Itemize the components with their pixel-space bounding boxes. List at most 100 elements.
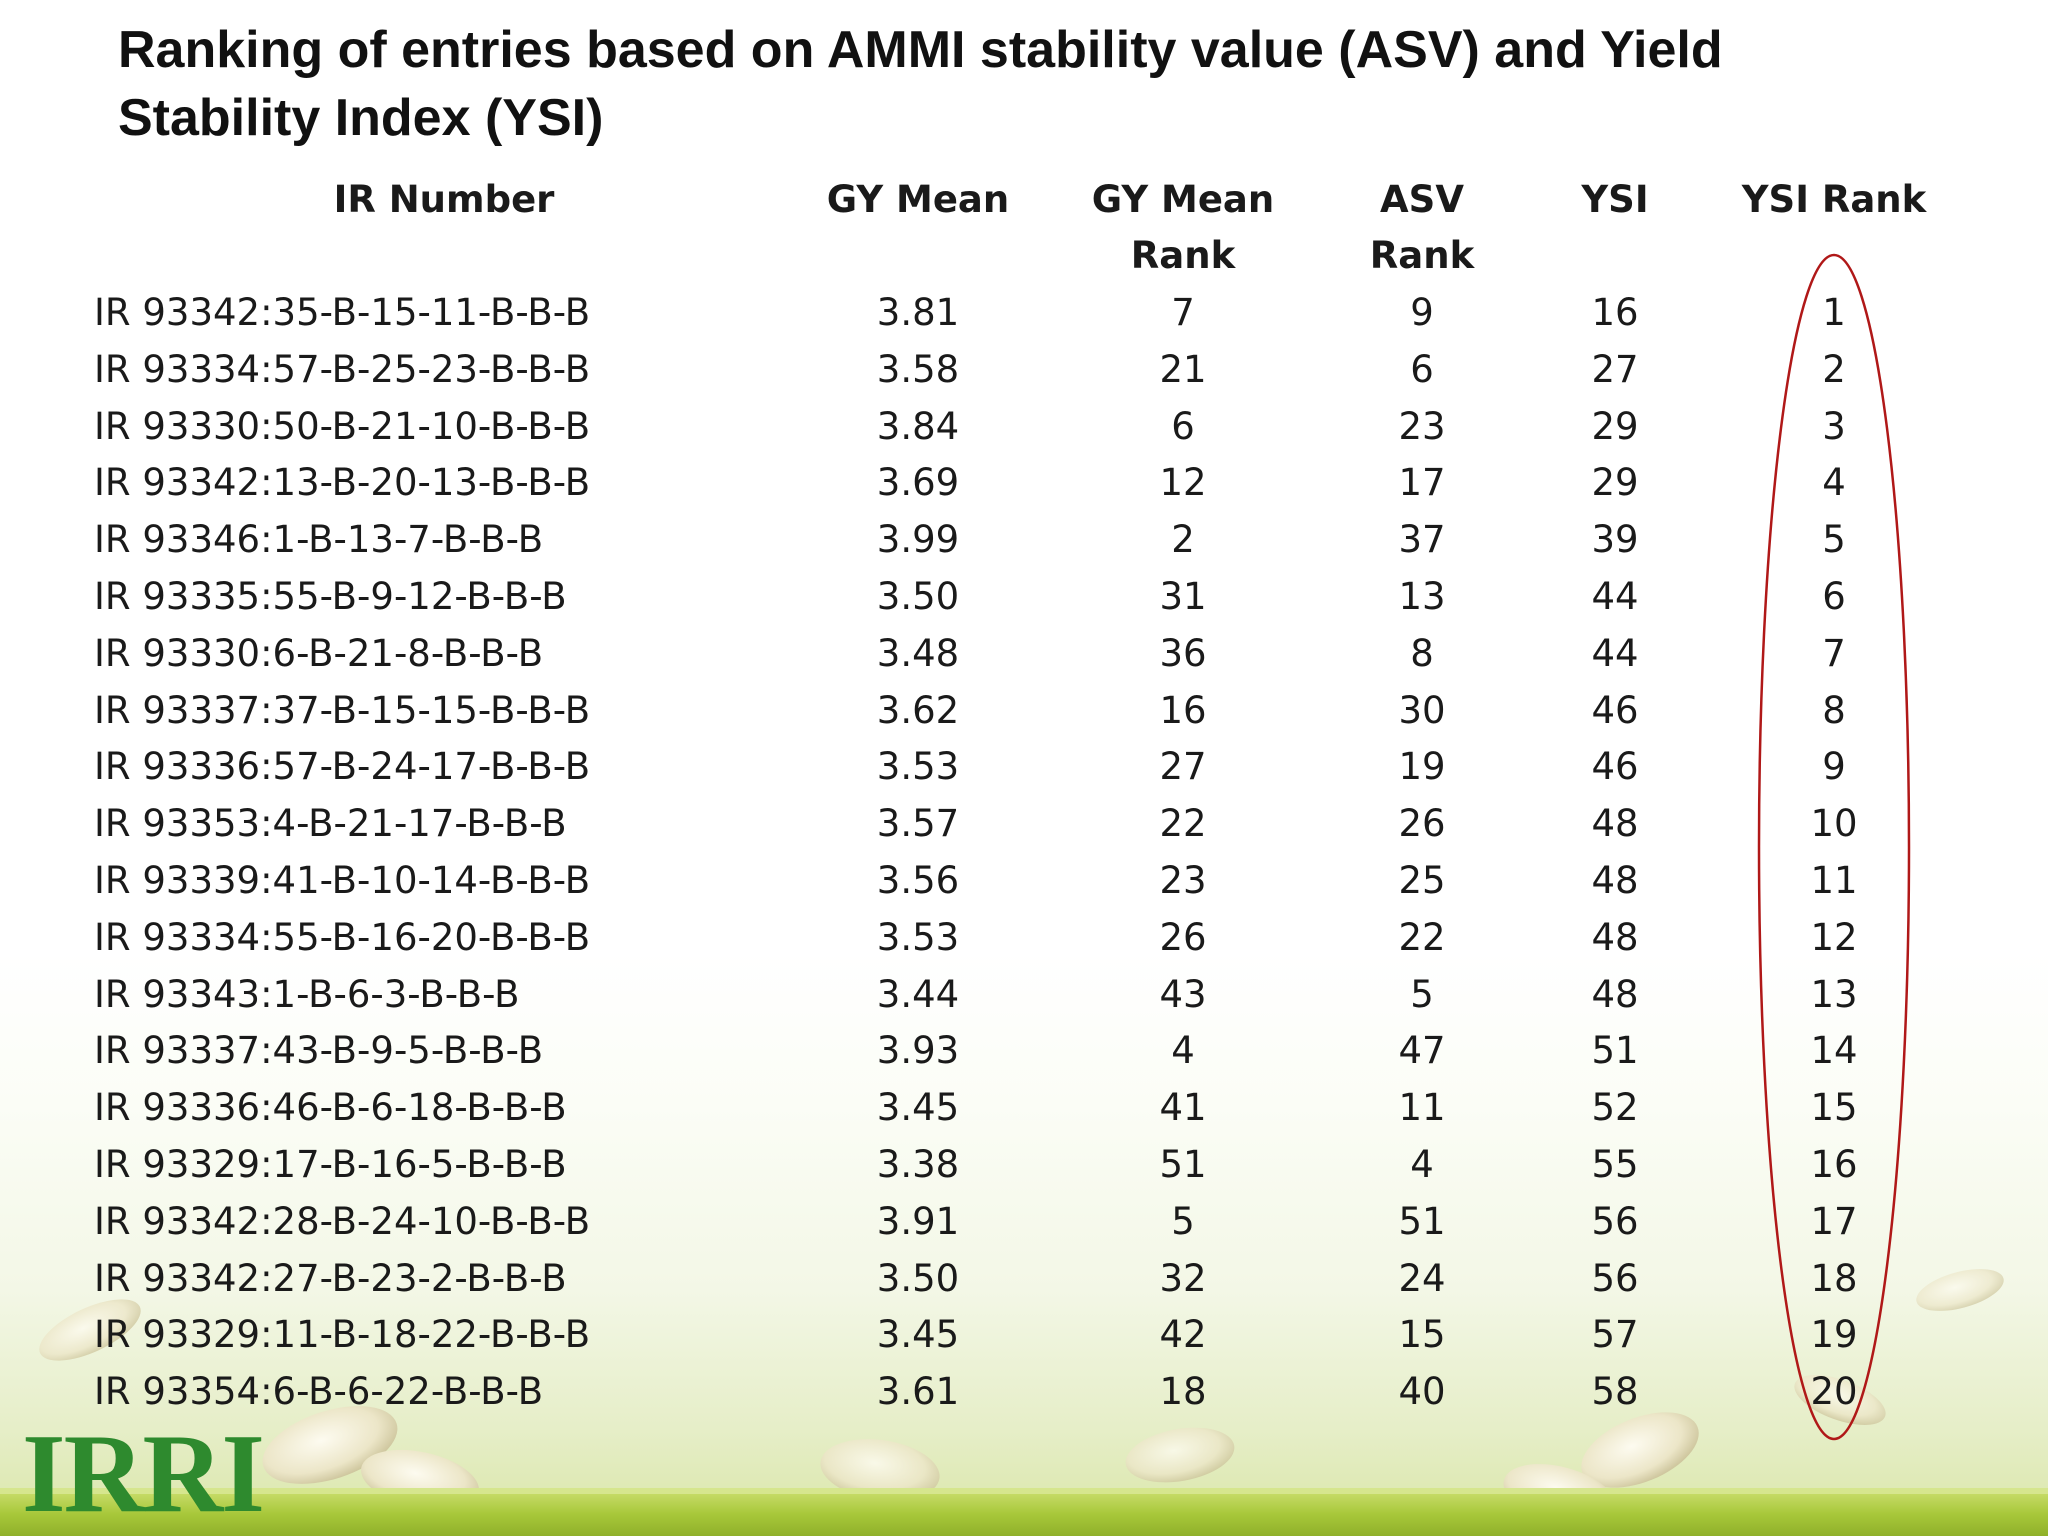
- gy-mean-cell: 3.44: [876, 972, 960, 1016]
- gy-mean-cell: 3.69: [876, 461, 960, 505]
- asv-rank-cell: 17: [1398, 461, 1446, 505]
- gy-mean-rank-cell: 4: [1171, 1029, 1195, 1073]
- gy-mean-cell: 3.91: [876, 1199, 960, 1243]
- gy-mean-rank-cell: 23: [1159, 859, 1207, 902]
- asv-rank-cell: 5: [1410, 972, 1434, 1016]
- asv-rank-cell: 8: [1410, 631, 1434, 675]
- gy-mean-rank-cell: 26: [1159, 915, 1207, 959]
- ysi-cell: 46: [1591, 745, 1639, 789]
- ysi-cell: 58: [1591, 1370, 1639, 1414]
- ir-number-cell: IR 93339:41-B-10-14-B-B-B: [94, 859, 591, 902]
- ysi-cell: 44: [1591, 631, 1639, 675]
- ir-number-cell: IR 93334:55-B-16-20-B-B-B: [94, 915, 591, 959]
- asv-rank-cell: 40: [1398, 1370, 1446, 1414]
- asv-rank-cell: 37: [1398, 518, 1446, 562]
- gy-mean-rank-cell: 21: [1159, 347, 1207, 391]
- gy-mean-rank-cell: 16: [1159, 688, 1207, 732]
- gy-mean-rank-cell: 32: [1159, 1256, 1207, 1300]
- header-ysi-rank: YSI Rank: [1741, 178, 1927, 221]
- gy-mean-rank-cell: 6: [1171, 404, 1195, 448]
- ir-number-cell: IR 93353:4-B-21-17-B-B-B: [94, 802, 567, 846]
- ysi-cell: 44: [1591, 575, 1639, 618]
- ir-number-cell: IR 93354:6-B-6-22-B-B-B: [94, 1370, 544, 1414]
- ir-number-cell: IR 93330:50-B-21-10-B-B-B: [94, 404, 591, 448]
- ysi-rank-cell: 19: [1810, 1313, 1858, 1357]
- asv-rank-cell: 25: [1398, 859, 1446, 902]
- gy-mean-rank-cell: 43: [1159, 972, 1207, 1016]
- table-row: IR 93339:41-B-10-14-B-B-B 3.56 23 25 48 11: [0, 853, 2048, 909]
- ir-number-cell: IR 93336:57-B-24-17-B-B-B: [94, 745, 591, 789]
- asv-rank-cell: 51: [1398, 1199, 1446, 1243]
- gy-mean-cell: 3.45: [876, 1313, 960, 1357]
- ir-number-cell: IR 93342:28-B-24-10-B-B-B: [94, 1199, 591, 1243]
- gy-mean-rank-cell: 18: [1159, 1370, 1207, 1414]
- table-row: IR 93354:6-B-6-22-B-B-B 3.61 18 40 58 20: [0, 1364, 2048, 1420]
- header-gy-mean: GY Mean: [826, 178, 1010, 221]
- table-row: IR 93334:55-B-16-20-B-B-B 3.53 26 22 48 12: [0, 910, 2048, 966]
- table-row: IR 93336:46-B-6-18-B-B-B 3.45 41 11 52 15: [0, 1080, 2048, 1136]
- table-row: IR 93342:13-B-20-13-B-B-B 3.69 12 17 29 4: [0, 455, 2048, 511]
- gy-mean-rank-cell: 36: [1159, 631, 1207, 675]
- ysi-cell: 48: [1591, 915, 1639, 959]
- gy-mean-rank-cell: 2: [1171, 518, 1195, 562]
- gy-mean-rank-cell: 51: [1159, 1143, 1207, 1186]
- ysi-cell: 48: [1591, 972, 1639, 1016]
- table-row: IR 93342:28-B-24-10-B-B-B 3.91 5 51 56 17: [0, 1194, 2048, 1250]
- gy-mean-rank-cell: 42: [1159, 1313, 1207, 1357]
- ir-number-cell: IR 93346:1-B-13-7-B-B-B: [94, 518, 544, 562]
- ir-number-cell: IR 93337:37-B-15-15-B-B-B: [94, 688, 591, 732]
- table-row: IR 93330:50-B-21-10-B-B-B 3.84 6 23 29 3: [0, 399, 2048, 455]
- gy-mean-cell: 3.53: [876, 915, 960, 959]
- table-row: IR 93337:43-B-9-5-B-B-B 3.93 4 47 51 14: [0, 1023, 2048, 1079]
- ysi-cell: 56: [1591, 1199, 1639, 1243]
- ysi-cell: 52: [1591, 1086, 1639, 1130]
- asv-rank-cell: 6: [1410, 347, 1434, 391]
- table-row: IR 93353:4-B-21-17-B-B-B 3.57 22 26 48 10: [0, 796, 2048, 852]
- asv-rank-cell: 26: [1398, 802, 1446, 846]
- ir-number-cell: IR 93336:46-B-6-18-B-B-B: [94, 1086, 567, 1130]
- ysi-rank-cell: 16: [1810, 1143, 1858, 1186]
- asv-rank-cell: 22: [1398, 915, 1446, 959]
- gy-mean-cell: 3.50: [876, 575, 960, 618]
- table-row: IR 93329:17-B-16-5-B-B-B 3.38 51 4 55 16: [0, 1137, 2048, 1193]
- asv-rank-cell: 24: [1398, 1256, 1446, 1300]
- asv-rank-cell: 9: [1410, 291, 1434, 334]
- ysi-rank-cell: 3: [1822, 404, 1846, 448]
- gy-mean-cell: 3.84: [876, 404, 960, 448]
- gy-mean-rank-cell: 31: [1159, 575, 1207, 618]
- ysi-rank-cell: 10: [1810, 802, 1858, 846]
- ysi-rank-cell: 2: [1822, 347, 1846, 391]
- ysi-cell: 27: [1591, 347, 1639, 391]
- ysi-rank-cell: 6: [1822, 575, 1846, 618]
- gy-mean-cell: 3.62: [876, 688, 960, 732]
- gy-mean-cell: 3.53: [876, 745, 960, 789]
- ysi-cell: 39: [1591, 518, 1639, 562]
- gy-mean-rank-cell: 41: [1159, 1086, 1207, 1130]
- asv-rank-cell: 30: [1398, 688, 1446, 732]
- table-row: IR 93330:6-B-21-8-B-B-B 3.48 36 8 44 7: [0, 626, 2048, 682]
- asv-rank-cell: 11: [1398, 1086, 1446, 1130]
- asv-rank-cell: 23: [1398, 404, 1446, 448]
- ysi-rank-cell: 1: [1822, 291, 1846, 334]
- ir-number-cell: IR 93337:43-B-9-5-B-B-B: [94, 1029, 544, 1073]
- table-row: IR 93346:1-B-13-7-B-B-B 3.99 2 37 39 5: [0, 512, 2048, 568]
- ysi-cell: 29: [1591, 404, 1639, 448]
- gy-mean-rank-cell: 22: [1159, 802, 1207, 846]
- table-row: IR 93335:55-B-9-12-B-B-B 3.50 31 13 44 6: [0, 569, 2048, 625]
- ysi-rank-cell: 9: [1822, 745, 1846, 789]
- ysi-cell: 29: [1591, 461, 1639, 505]
- table-row: IR 93329:11-B-18-22-B-B-B 3.45 42 15 57 19: [0, 1307, 2048, 1363]
- gy-mean-cell: 3.56: [876, 859, 960, 902]
- irri-logo: IRRI: [22, 1412, 265, 1536]
- gy-mean-cell: 3.99: [876, 518, 960, 562]
- ir-number-cell: IR 93343:1-B-6-3-B-B-B: [94, 972, 520, 1016]
- ir-number-cell: IR 93330:6-B-21-8-B-B-B: [94, 631, 544, 675]
- gy-mean-cell: 3.48: [876, 631, 960, 675]
- ir-number-cell: IR 93335:55-B-9-12-B-B-B: [94, 575, 567, 618]
- header-gy-mean-rank: GY Mean Rank: [1091, 178, 1275, 277]
- ysi-rank-cell: 18: [1810, 1256, 1858, 1300]
- ysi-rank-cell: 12: [1810, 915, 1858, 959]
- header-ysi: YSI: [1581, 178, 1649, 221]
- table-row: IR 93336:57-B-24-17-B-B-B 3.53 27 19 46 9: [0, 739, 2048, 795]
